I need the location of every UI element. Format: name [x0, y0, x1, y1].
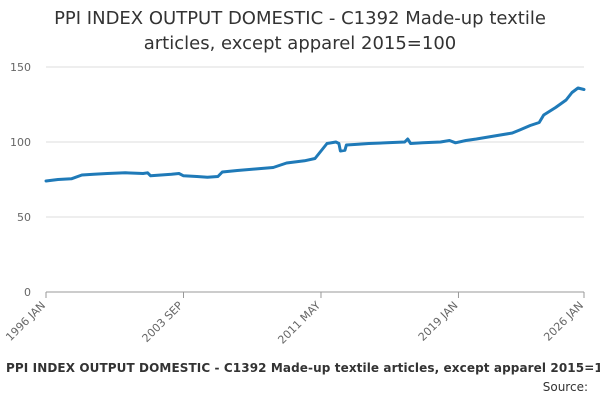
footer-title: PPI INDEX OUTPUT DOMESTIC - C1392 Made-u… — [6, 361, 600, 375]
x-tick-label-1: 2003 SEP — [140, 299, 186, 345]
y-tick-label-150: 150 — [10, 61, 31, 74]
x-tick-label-4: 2026 JAN — [541, 299, 586, 344]
x-tick-label-3: 2019 JAN — [416, 299, 461, 344]
y-tick-label-50: 50 — [17, 211, 31, 224]
footer-source: Source: — [542, 380, 588, 394]
y-tick-label-0: 0 — [24, 286, 31, 299]
y-tick-label-100: 100 — [10, 136, 31, 149]
chart-title: PPI INDEX OUTPUT DOMESTIC - C1392 Made-u… — [0, 6, 600, 56]
chart-title-line-1: PPI INDEX OUTPUT DOMESTIC - C1392 Made-u… — [54, 8, 546, 29]
series-line-0 — [44, 86, 586, 183]
chart-title-line-2: articles, except apparel 2015=100 — [143, 33, 457, 54]
x-tick-label-0: 1996 JAN — [3, 299, 48, 344]
x-tick-label-2: 2011 MAY — [275, 299, 323, 347]
